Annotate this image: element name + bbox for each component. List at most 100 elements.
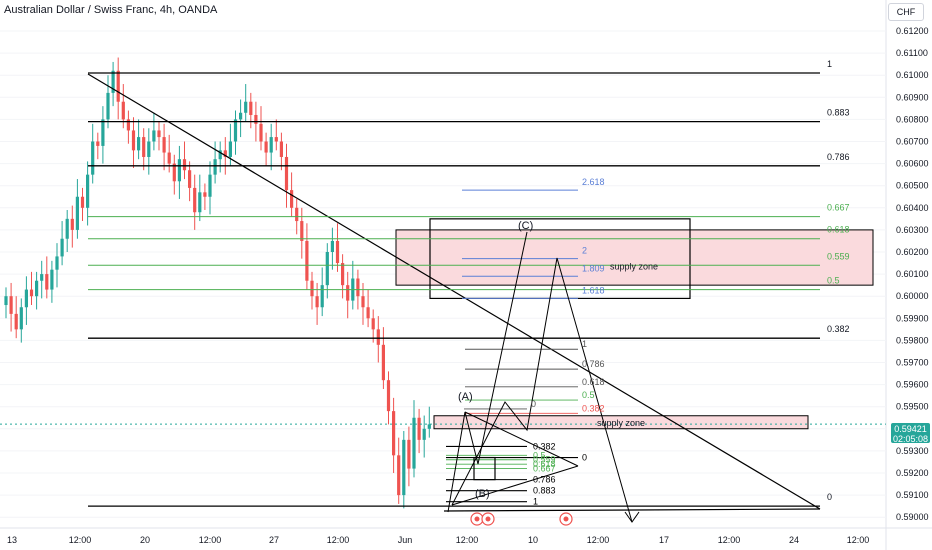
candle-body [55,256,59,270]
wave-label-a: (A) [458,391,473,403]
candle-body [376,329,380,345]
candle-body [19,307,23,330]
candle-body [371,318,375,330]
price-tick-label: 0.60600 [896,159,929,169]
small-fib-label: 0.5 [533,450,546,460]
currency-selector[interactable]: CHF [888,3,924,21]
candle-body [218,150,222,160]
last-price-value: 0.59421 [894,424,927,434]
candle-body [249,101,253,115]
price-axis[interactable]: 0.61200 0.61100 0.61000 0.60900 0.60800 0.607… [896,26,929,522]
candle-body [60,238,64,257]
small-fib-label: 0.559 [533,455,556,465]
time-tick-label: 12:00 [587,535,610,545]
trendline [87,73,821,510]
candle-body [341,263,345,286]
candle-body [111,70,115,93]
fib-green-label: 0.618 [827,225,850,235]
candle-body [172,163,176,182]
candle-body [126,119,130,131]
fib-extension-label: 2.618 [582,177,605,187]
price-tick-label: 0.60100 [896,269,929,279]
candle-body [188,170,192,188]
candle-body [223,150,227,157]
price-tick-label: 0.59200 [896,468,929,478]
candle-body [402,439,406,496]
candle-body [35,280,39,297]
arrow-head [624,511,640,523]
price-tick-label: 0.60500 [896,181,929,191]
event-marker-icon [563,516,569,522]
bar-countdown: 02:05:08 [892,434,929,444]
price-tick-label: 0.59100 [896,490,929,500]
candle-body [9,296,13,314]
candle-body [295,207,299,222]
fib-green-label: 0.5 [827,276,840,286]
candle-body [96,141,100,146]
candle-body [315,296,319,308]
fib-green-label: 0.559 [827,251,850,261]
price-tick-label: 0.61200 [896,26,929,36]
candle-body [417,417,421,440]
time-tick-label: 13 [7,535,17,545]
small-fib-label: 0.786 [582,359,605,369]
small-fib-label: 0.618 [582,377,605,387]
candle-body [397,455,401,496]
price-tick-label: 0.61000 [896,70,929,80]
candle-body [147,141,151,157]
supply-zone-upper [395,229,874,286]
candle-body [213,159,217,175]
fib-extension-label: 1.618 [582,285,605,295]
candle-body [177,159,181,182]
candle-body [366,307,370,319]
fib-extension-label: 1.809 [582,263,605,273]
triangle-line [464,411,579,467]
candle-body [407,439,411,469]
candle-body [203,192,207,197]
price-tick-label: 0.60700 [896,137,929,147]
time-tick-label: 12:00 [327,535,350,545]
candle-body [86,174,90,208]
price-tick-label: 0.60000 [896,291,929,301]
price-tick-label: 0.59900 [896,313,929,323]
wave-label-c: (C) [518,220,533,232]
small-fib-label: 0.5 [582,390,595,400]
fib-green-label: 0.667 [827,203,850,213]
candle-body [29,289,34,297]
candle-body [152,130,156,142]
wave-path [447,231,528,513]
time-tick-label: Jun [398,535,413,545]
time-tick-label: 20 [140,535,150,545]
candle-body [320,285,324,308]
candle-body [91,141,95,175]
candle-body [284,156,289,191]
candle-body [274,137,278,142]
candle-body [208,174,212,197]
time-tick-label: 24 [789,535,799,545]
candle-body [244,101,248,113]
candle-body [193,187,197,213]
triangle-line [451,465,579,506]
time-tick-label: 12:00 [847,535,870,545]
time-tick-label: 17 [659,535,669,545]
fib-extension-label: 2 [582,246,587,256]
price-tick-label: 0.60900 [896,92,929,102]
time-axis[interactable]: 13 12:00 20 12:00 27 12:00 Jun 12:00 10 12:00 17 12… [7,535,869,545]
candle-body [162,137,166,153]
price-tick-label: 0.60800 [896,114,929,124]
candle-body [386,380,391,412]
small-fib-label: 0.667 [533,464,556,474]
candle-body [14,313,18,330]
small-fib-label: 1 [582,339,587,349]
time-tick-label: 12:00 [199,535,222,545]
chart-title: Australian Dollar / Swiss Franc, 4h, OAN… [4,4,218,16]
candle-body [254,114,258,124]
candle-body [121,101,125,120]
candle-body [361,296,365,308]
small-fib-label: 0.786 [533,475,556,485]
price-tick-label: 0.61100 [896,48,928,58]
candle-body [101,119,105,146]
candle-body [106,92,110,120]
